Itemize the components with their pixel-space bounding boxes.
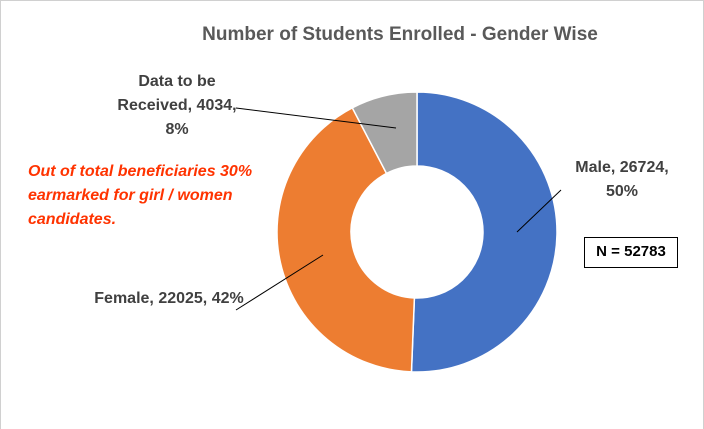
annotation: Out of total beneficiaries 30% earmarked… — [28, 163, 253, 228]
donut-slice — [351, 91, 418, 175]
data-label: Male, 26724, 50% — [575, 159, 669, 200]
data-label: Data to be Received, 4034, 8% — [117, 73, 237, 138]
donut-slice — [410, 91, 558, 373]
leader-line — [235, 107, 397, 129]
leader-line — [516, 189, 562, 233]
total-box: N = 52783 — [584, 237, 678, 268]
donut-slice — [276, 106, 416, 373]
chart-title: Number of Students Enrolled - Gender Wis… — [202, 24, 598, 45]
leader-line — [235, 254, 324, 311]
data-label: Female, 22025, 42% — [94, 290, 244, 307]
